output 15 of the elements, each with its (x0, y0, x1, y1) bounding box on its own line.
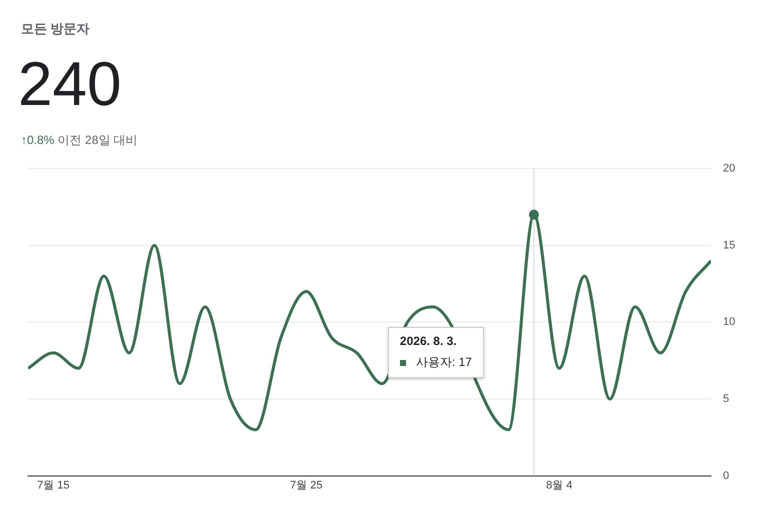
annotation: 2026. 8. 3. (400, 334, 458, 348)
y-tick-label: 20 (723, 162, 736, 175)
text: ↑0.8% (21, 133, 56, 147)
chart-subtitle: 240 (18, 50, 122, 119)
x-tick-label: 7월 15 (37, 479, 70, 492)
tooltip-box: 2026. 8. 3. 사용자: 17 (388, 327, 484, 378)
x-tick-label: 8월 4 (546, 479, 572, 492)
chart-title: 모든 방문자 (21, 20, 90, 38)
x-tick-label: 7월 25 (290, 479, 322, 492)
y-tick-label: 5 (723, 393, 730, 406)
text: 이전 28일 대비 (58, 133, 138, 147)
annotation: 사용자: 17 (416, 355, 472, 370)
y-tick-label: 10 (723, 316, 736, 328)
y-tick-label: 15 (723, 239, 736, 252)
y-tick-label: 0 (723, 470, 730, 482)
